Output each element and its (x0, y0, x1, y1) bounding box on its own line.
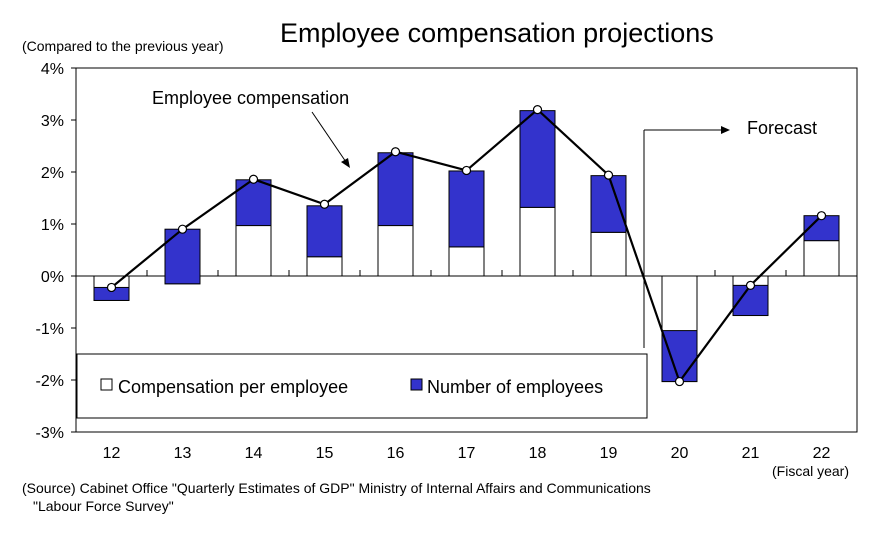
x-tick-label: 19 (600, 445, 618, 462)
point-employee-compensation (532, 104, 543, 115)
point-employee-compensation (674, 376, 685, 387)
y-tick-label: 3% (41, 113, 64, 130)
x-tick-label: 17 (458, 445, 476, 462)
point-employee-compensation (319, 199, 330, 209)
tick-layer: 4% 3% 2% 1% 0% -1% -2% -3% 12 13 14 15 16 17 18 19 20 21 2… (36, 61, 858, 462)
source-note-line-1: (Source) Cabinet Office "Quarterly Estim… (22, 480, 651, 496)
annotation-arrow-shaft (311, 111, 347, 163)
bar-compensation-per-employee (377, 225, 414, 277)
x-tick-label: 21 (742, 445, 760, 462)
bar-number-of-employees (519, 110, 556, 208)
bar-layer (93, 110, 840, 383)
legend-label-number-of-employees: Number of employees (427, 377, 603, 397)
point-employee-compensation (745, 280, 756, 290)
legend-swatch-number-of-employees (410, 378, 423, 391)
x-tick-label: 13 (174, 445, 192, 462)
line-layer (106, 104, 827, 387)
bar-number-of-employees (590, 175, 627, 233)
bar-number-of-employees (164, 228, 201, 285)
point-employee-compensation (816, 211, 827, 221)
y-tick-label: -1% (36, 321, 64, 338)
point-employee-compensation (106, 282, 117, 293)
x-tick-label: 22 (813, 445, 831, 462)
x-tick-label: 15 (316, 445, 334, 462)
y-tick-label: 0% (41, 269, 64, 286)
bar-compensation-per-employee (306, 256, 343, 277)
bar-compensation-per-employee (235, 225, 272, 277)
annotation-layer: Employee compensation Forecast (152, 88, 817, 348)
point-employee-compensation (248, 174, 259, 184)
x-tick-label: 20 (671, 445, 689, 462)
x-tick-label: 14 (245, 445, 263, 462)
legend-label-compensation-per-employee: Compensation per employee (118, 377, 348, 397)
y-tick-label: 2% (41, 165, 64, 182)
point-employee-compensation (390, 147, 401, 157)
bar-number-of-employees (377, 152, 414, 227)
bar-number-of-employees (306, 205, 343, 258)
legend-swatch-compensation-per-employee (100, 378, 113, 391)
legend-box (76, 353, 648, 419)
annotation-arrow-head (341, 158, 350, 168)
bar-compensation-per-employee (590, 231, 627, 277)
legend: Compensation per employee Number of empl… (76, 353, 648, 419)
y-axis-unit-label: (Compared to the previous year) (22, 38, 224, 54)
bar-number-of-employees (448, 170, 485, 248)
point-employee-compensation (177, 224, 188, 234)
bar-compensation-per-employee (448, 246, 485, 277)
point-employee-compensation (461, 165, 472, 176)
x-tick-label: 16 (387, 445, 405, 462)
annotation-employee-compensation: Employee compensation (152, 88, 349, 108)
point-employee-compensation (603, 170, 614, 180)
chart-title: Employee compensation projections (280, 18, 714, 48)
y-tick-label: -2% (36, 373, 64, 390)
annotation-forecast: Forecast (747, 118, 817, 138)
forecast-arrow-head (721, 126, 730, 134)
bar-number-of-employees (661, 330, 698, 383)
source-note-line-2: "Labour Force Survey" (33, 498, 174, 514)
y-tick-label: 1% (41, 217, 64, 234)
y-tick-label: -3% (36, 425, 64, 442)
bar-compensation-per-employee (803, 240, 840, 277)
x-tick-label: 12 (103, 445, 121, 462)
x-tick-label: 18 (529, 445, 547, 462)
plot-border (75, 67, 858, 433)
bar-compensation-per-employee (519, 206, 556, 277)
y-tick-label: 4% (41, 61, 64, 78)
x-axis-unit-label: (Fiscal year) (772, 463, 850, 479)
